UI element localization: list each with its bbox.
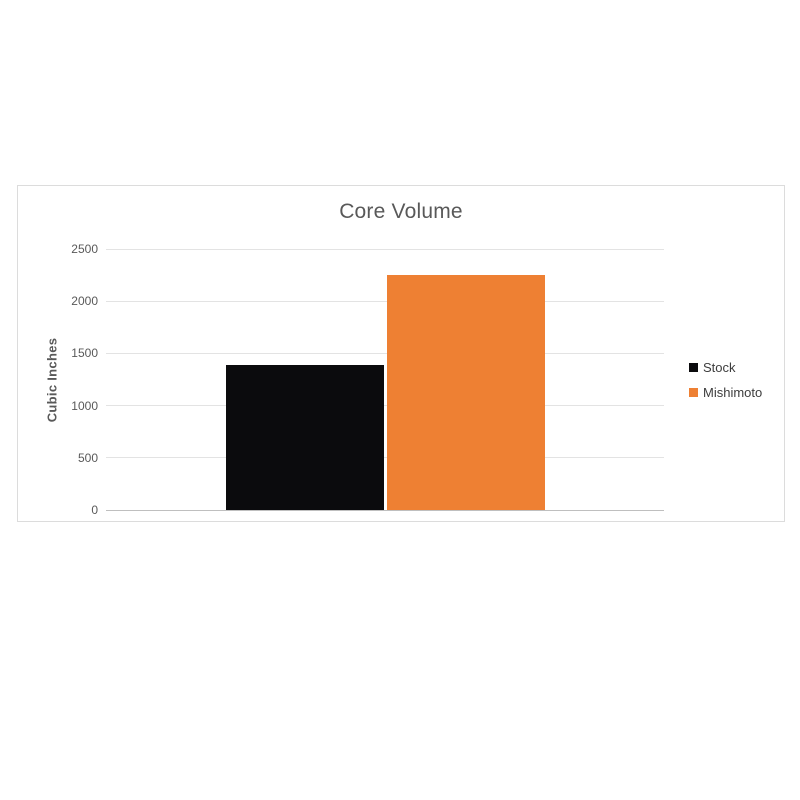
legend-item-stock: Stock xyxy=(689,355,762,380)
legend-label: Stock xyxy=(703,360,736,375)
y-tick-label: 1500 xyxy=(71,346,98,360)
legend-label: Mishimoto xyxy=(703,385,763,400)
legend-item-mishimoto: Mishimoto xyxy=(689,380,762,405)
gridline xyxy=(106,405,664,406)
legend-swatch-icon xyxy=(689,388,698,397)
y-axis-ticks: 0 500 1000 1500 2000 2500 xyxy=(18,242,98,517)
y-tick-label: 2500 xyxy=(71,242,98,256)
chart-title: Core Volume xyxy=(339,200,463,223)
bar-mishimoto xyxy=(387,275,545,510)
legend-swatch-icon xyxy=(689,363,698,372)
legend: Stock Mishimoto xyxy=(689,355,762,405)
gridline xyxy=(106,301,664,302)
chart-container: Core Volume Cubic Inches 0 500 1000 1500 200… xyxy=(17,185,785,522)
x-axis-line xyxy=(106,510,664,511)
y-tick-label: 1000 xyxy=(71,399,98,413)
plot-area xyxy=(106,249,664,511)
gridline xyxy=(106,249,664,250)
bar-stock xyxy=(226,365,384,510)
y-tick-label: 2000 xyxy=(71,294,98,308)
gridline xyxy=(106,457,664,458)
gridline xyxy=(106,353,664,354)
y-tick-label: 500 xyxy=(77,451,98,465)
y-tick-label: 0 xyxy=(91,503,98,517)
